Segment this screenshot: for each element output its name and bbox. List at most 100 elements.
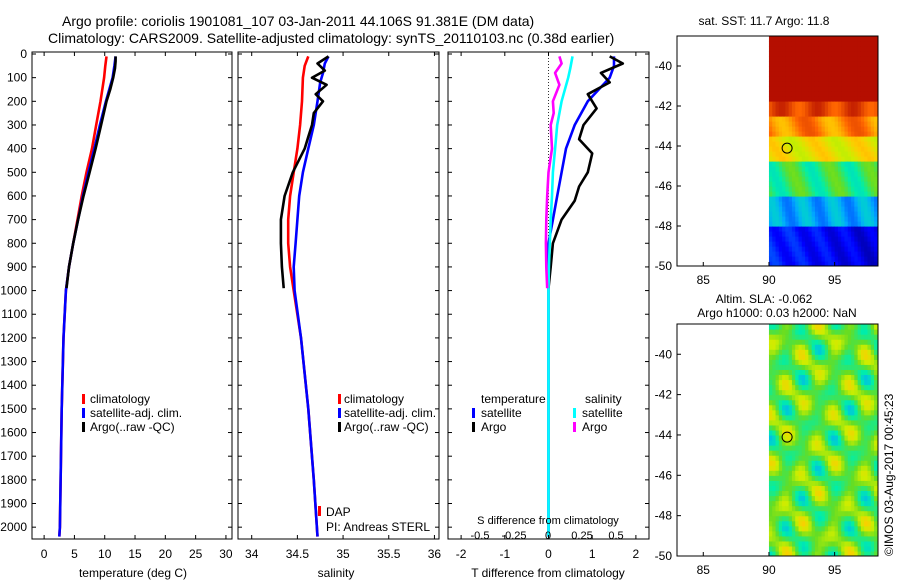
legend-swatch-temp-argo [472,422,475,432]
map-cell [870,206,875,212]
map-cell [867,460,872,466]
map-cell [844,151,849,157]
map-cell [772,36,777,42]
map-cell [851,334,855,340]
map-cell [864,66,869,72]
map-cell [867,201,872,207]
map-cell [864,540,869,547]
map-cell [841,404,846,411]
map-cell [847,201,852,207]
map-cell [811,460,816,466]
map-cell [844,226,849,232]
map-cell [837,61,842,67]
map-cell [791,535,796,542]
map-cell [844,349,849,355]
map-cell [874,460,878,466]
map-cell [811,334,816,340]
depth-tick-label: 100 [7,71,27,85]
map-cell [798,429,803,436]
map-cell [791,520,796,527]
map-cell [821,106,826,112]
map-cell [818,111,823,117]
map-cell [798,505,803,512]
map-cell [801,261,806,266]
map-cell [828,364,832,370]
map-cell [874,206,878,212]
map-cell [785,36,790,42]
map-y-tick-label: -42 [655,99,673,113]
map-cell [788,181,793,187]
map-cell [818,364,823,370]
map-cell [857,236,862,242]
map-cell [857,161,862,167]
map-cell [828,379,832,386]
map-cell [864,379,869,386]
map-cell [805,505,809,512]
map-cell [851,424,855,431]
map-cell [847,520,852,527]
map-cell [860,364,865,370]
map-cell [782,206,786,212]
map-cell [821,61,826,67]
map-cell [867,241,872,247]
map-cell [874,191,878,197]
map-cell [864,495,869,502]
map-cell [785,256,790,262]
map-cell [844,261,849,266]
map-cell [814,404,819,411]
map-cell [831,414,836,421]
map-cell [772,116,777,122]
map-cell [798,61,803,67]
map-cell [857,399,862,406]
map-cell [821,261,826,266]
map-cell [768,56,773,62]
map-cell [818,86,823,92]
map-cell [775,246,780,252]
map-cell [788,344,793,350]
map-cell [847,81,852,87]
map-cell [782,36,786,42]
map-cell [772,221,777,227]
map-cell [824,176,829,182]
map-cell [844,126,849,132]
map-cell [821,66,826,72]
map-cell [824,545,829,552]
map-cell [814,256,819,262]
map-cell [851,510,855,517]
map-cell [788,540,793,547]
map-cell [811,71,816,77]
map-cell [768,91,773,97]
map-cell [828,171,832,177]
map-cell [828,460,832,466]
map-cell [801,181,806,187]
map-cell [814,434,819,441]
map-cell [851,66,855,72]
map-cell [782,424,786,431]
map-cell [791,51,796,57]
map-x-tick-label: 95 [828,563,842,577]
map-cell [811,450,816,456]
map-cell [782,126,786,132]
map-cell [768,535,773,542]
map-cell [808,364,813,370]
map-cell [844,500,849,507]
map-cell [851,251,855,257]
map-cell [851,156,855,162]
map-cell [775,236,780,242]
map-cell [808,460,813,466]
map-cell [821,81,826,87]
map-cell [775,136,780,142]
map-cell [782,91,786,97]
map-cell [814,41,819,47]
map-cell [768,424,773,431]
map-cell [811,36,816,42]
map-cell [818,231,823,237]
map-cell [860,151,865,157]
map-cell [775,414,780,421]
map-cell [867,196,872,202]
map-cell [847,66,852,72]
map-cell [841,191,846,197]
map-cell [768,389,773,396]
map-cell [864,550,869,556]
map-cell [805,349,809,355]
